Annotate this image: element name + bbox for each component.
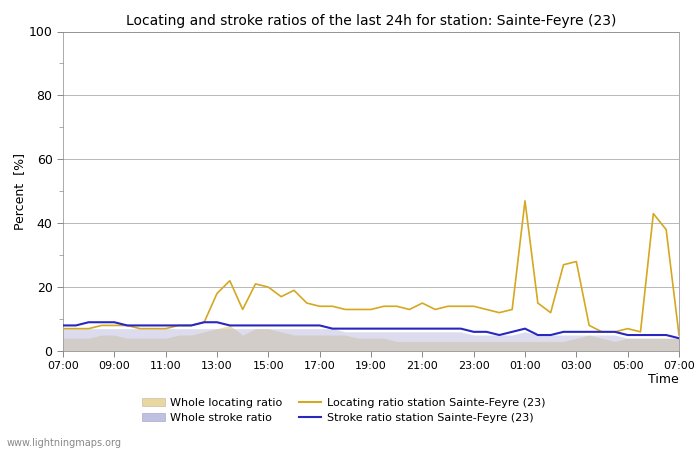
- Title: Locating and stroke ratios of the last 24h for station: Sainte-Feyre (23): Locating and stroke ratios of the last 2…: [126, 14, 616, 27]
- Legend: Whole locating ratio, Whole stroke ratio, Locating ratio station Sainte-Feyre (2: Whole locating ratio, Whole stroke ratio…: [143, 398, 545, 423]
- Text: Time: Time: [648, 374, 679, 387]
- Y-axis label: Percent  [%]: Percent [%]: [13, 153, 26, 230]
- Text: www.lightningmaps.org: www.lightningmaps.org: [7, 438, 122, 448]
